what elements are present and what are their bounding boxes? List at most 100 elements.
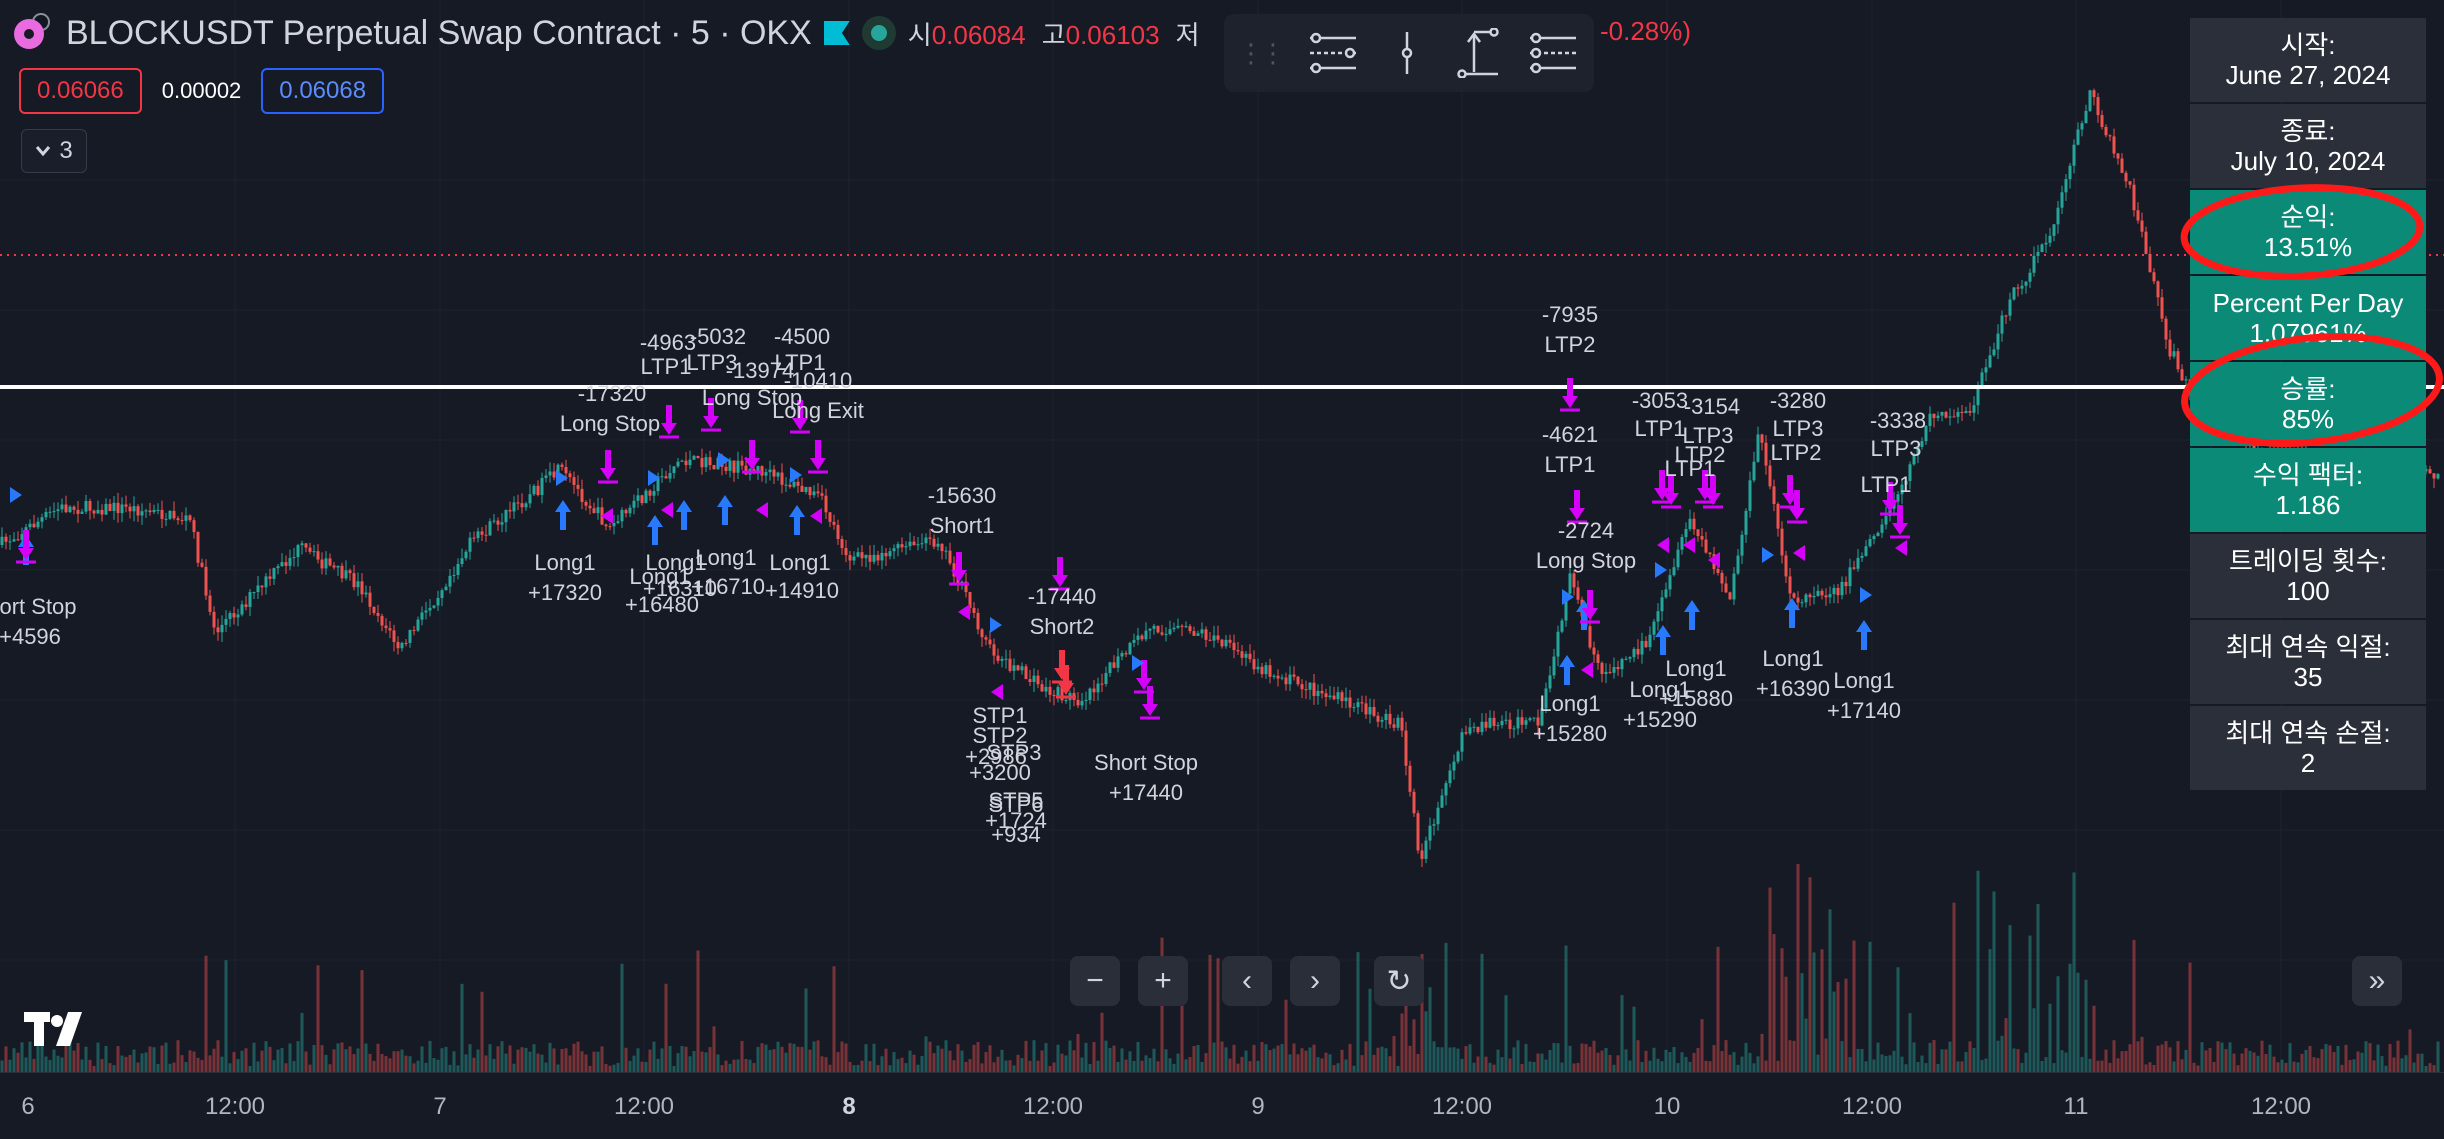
volume-bar: [1504, 995, 1508, 1072]
volume-bar: [840, 1041, 844, 1072]
candle-body: [1724, 583, 1728, 593]
volume-bar: [2040, 1061, 2044, 1072]
trade-label: STP5: [988, 788, 1043, 813]
volume-bar: [684, 1046, 688, 1072]
drag-handle-icon[interactable]: ⋮⋮: [1238, 37, 1286, 68]
volume-bar: [924, 1036, 928, 1072]
candle-body: [472, 537, 476, 539]
volume-bar: [1800, 973, 1804, 1072]
symbol-title[interactable]: BLOCKUSDT Perpetual Swap Contract · 5 · …: [66, 13, 812, 52]
volume-bar: [324, 1054, 328, 1072]
volume-bar: [672, 1065, 676, 1072]
volume-bar: [712, 1026, 716, 1072]
trade-label: +15880: [1659, 686, 1733, 711]
candle-body: [88, 501, 92, 511]
volume-bar: [2212, 1061, 2216, 1072]
candle-body: [460, 558, 464, 564]
candle-body: [1364, 703, 1368, 715]
volume-bar: [152, 1047, 156, 1072]
candle-body: [2428, 469, 2432, 474]
volume-bar: [16, 1052, 20, 1072]
candle-body: [92, 510, 96, 514]
volume-bar: [1988, 949, 1992, 1072]
volume-bar: [2344, 1044, 2348, 1072]
scroll-right-button[interactable]: ›: [1290, 956, 1340, 1006]
candle-body: [116, 502, 120, 514]
volume-bar: [1476, 1056, 1480, 1072]
price-chart[interactable]: ort Stop +4596 -17320 Long Stop Long1 +17320 -…: [0, 0, 2444, 1072]
candle-body: [1084, 700, 1088, 702]
candle-body: [604, 524, 608, 527]
price-range-tool-icon[interactable]: [1454, 24, 1502, 82]
long-position-tool-icon[interactable]: [1306, 24, 1360, 82]
volume-bar: [1084, 1042, 1088, 1072]
volume-bar: [652, 1041, 656, 1072]
volume-bar: [2148, 1062, 2152, 1072]
volume-bar: [1496, 1049, 1500, 1072]
time-tick: 9: [1251, 1093, 1265, 1120]
volume-bar: [312, 1044, 316, 1072]
buy-price-button[interactable]: 0.06068: [261, 68, 385, 114]
volume-bar: [404, 1055, 408, 1072]
candle-body: [420, 612, 424, 620]
buy-sell-boxes: 0.06066 0.00002 0.06068: [19, 68, 385, 114]
volume-bar: [424, 1062, 428, 1072]
candle-body: [692, 455, 696, 460]
volume-bar: [2088, 1058, 2092, 1072]
candle-body: [1336, 692, 1340, 700]
signal-triangle: [10, 487, 22, 503]
candle-body: [792, 481, 796, 487]
exit-arrow: [1582, 590, 1598, 620]
trade-label: +16310: [643, 576, 717, 601]
candle-body: [1876, 532, 1880, 537]
volume-bar: [984, 1052, 988, 1072]
volume-bar: [1408, 1045, 1412, 1072]
volume-bar: [1300, 1048, 1304, 1072]
tradingview-logo-icon[interactable]: [24, 1012, 92, 1053]
scroll-to-realtime-button[interactable]: »: [2352, 956, 2402, 1006]
volume-bar: [1784, 976, 1788, 1072]
candle-body: [1740, 534, 1744, 556]
volume-bar: [80, 1059, 84, 1072]
settings-list-tool-icon[interactable]: [1526, 24, 1580, 82]
volume-bar: [356, 1048, 360, 1072]
candle-body: [1256, 666, 1260, 670]
volume-bar: [1524, 1043, 1528, 1072]
time-axis[interactable]: 6 12:00 7 12:00 8 12:00 9 12:00 10 12:00 11 12:00: [0, 1072, 2444, 1139]
volume-bar: [812, 1041, 816, 1072]
volume-bar: [1292, 1043, 1296, 1072]
volume-bar: [1664, 1049, 1668, 1072]
zoom-in-button[interactable]: +: [1138, 956, 1188, 1006]
volume-bar: [2092, 1005, 2096, 1072]
volume-bar: [1856, 1048, 1860, 1072]
candle-body: [1792, 593, 1796, 598]
market-status-icon[interactable]: [861, 16, 896, 50]
exit-arrow: [1663, 475, 1679, 505]
zoom-out-button[interactable]: −: [1070, 956, 1120, 1006]
candle-body: [596, 507, 600, 514]
candle-body: [2076, 129, 2080, 145]
indicators-toggle-button[interactable]: 3: [21, 129, 87, 173]
volume-bar: [220, 1056, 224, 1072]
vertical-line-tool-icon[interactable]: [1384, 24, 1430, 82]
volume-bar: [820, 1056, 824, 1072]
candle-body: [1464, 732, 1468, 734]
candle-body: [1784, 555, 1788, 577]
scroll-left-button[interactable]: ‹: [1222, 956, 1272, 1006]
volume-bar: [1556, 1043, 1560, 1072]
candle-body: [1196, 633, 1200, 636]
volume-bar: [568, 1055, 572, 1072]
candle-body: [2032, 255, 2036, 273]
volume-bar: [1592, 1040, 1596, 1072]
flag-icon[interactable]: [823, 21, 850, 45]
reset-chart-button[interactable]: ↻: [1374, 956, 1424, 1006]
candle-body: [380, 615, 384, 626]
trade-label: -4621: [1542, 422, 1598, 447]
candle-body: [976, 612, 980, 630]
volume-bar: [596, 1051, 600, 1072]
signal-triangle: [990, 617, 1002, 633]
minus-icon: −: [1086, 964, 1104, 997]
volume-bar: [1428, 987, 1432, 1072]
candle-body: [1360, 702, 1364, 704]
sell-price-button[interactable]: 0.06066: [19, 68, 142, 114]
